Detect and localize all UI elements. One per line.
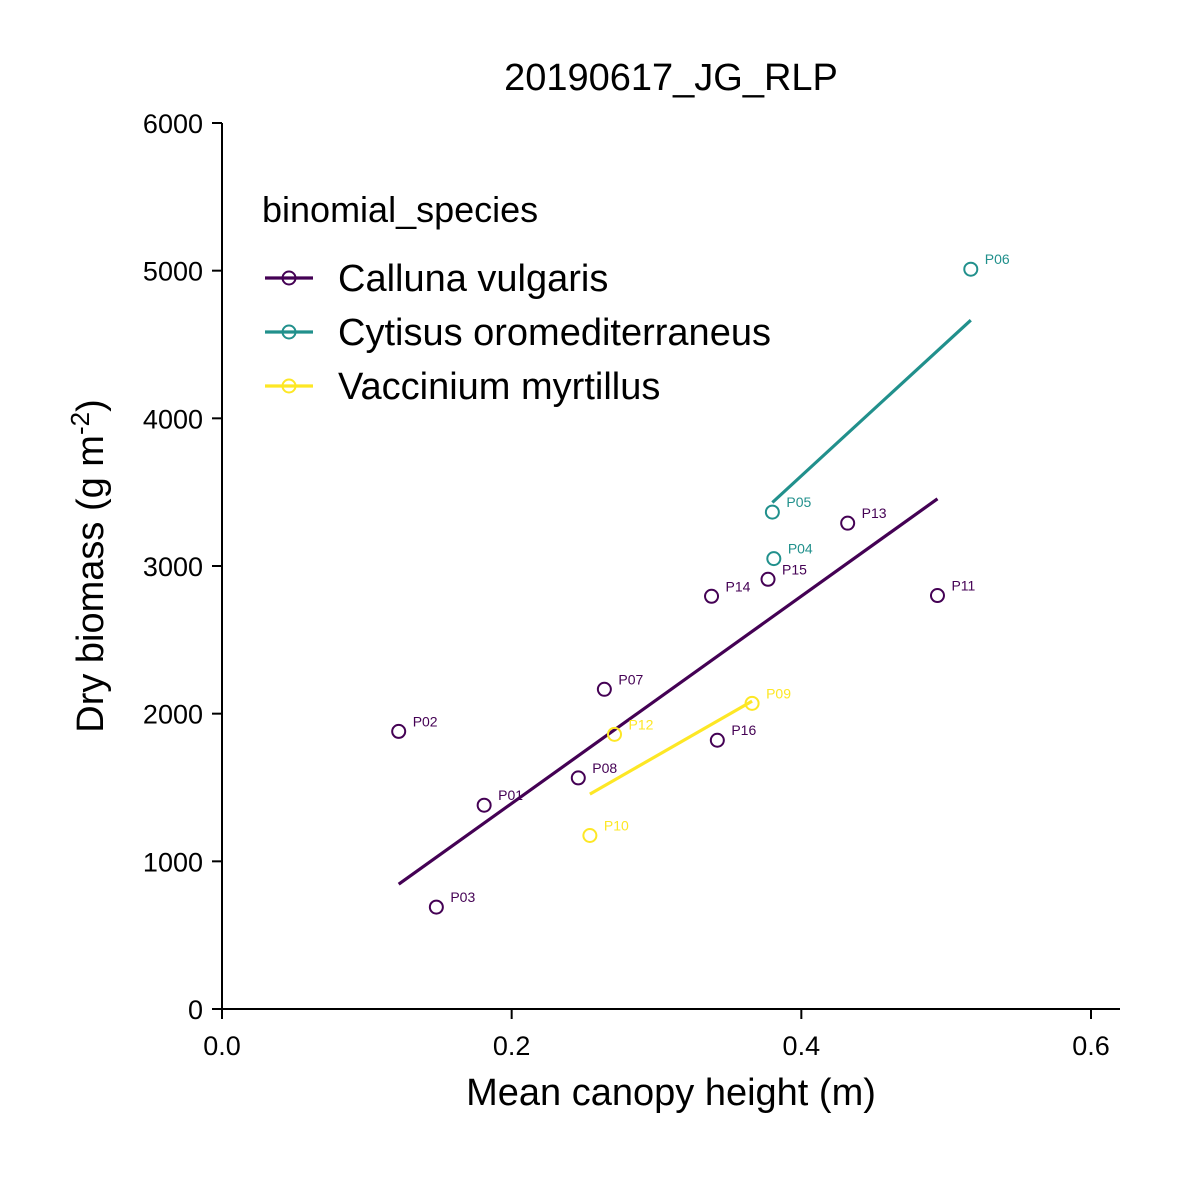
x-tick-label: 0.0 xyxy=(203,1031,241,1061)
legend-item-vaccinium-myrtillus: Vaccinium myrtillus xyxy=(265,366,660,408)
point-label-p15: P15 xyxy=(782,561,807,577)
point-p01 xyxy=(476,797,492,813)
point-p14 xyxy=(704,588,720,604)
y-axis: 0 1000 2000 3000 4000 5000 6000 xyxy=(143,109,223,1025)
point-label-p13: P13 xyxy=(862,505,887,521)
point-label-p05: P05 xyxy=(786,494,811,510)
point-p13 xyxy=(840,515,856,531)
y-ticks: 0 1000 2000 3000 4000 5000 6000 xyxy=(143,109,222,1025)
x-axis: 0.0 0.2 0.4 0.6 xyxy=(203,1008,1120,1061)
legend-title: binomial_species xyxy=(262,189,538,230)
fit-line-vaccinium-myrtillus xyxy=(589,699,753,796)
point-label-p02: P02 xyxy=(413,713,438,729)
fit-lines xyxy=(397,318,972,886)
point-p04 xyxy=(766,551,782,567)
y-axis-title: Dry biomass (g m-2) xyxy=(65,399,112,733)
point-p02 xyxy=(391,723,407,739)
y-axis-title-main: Dry biomass (g m xyxy=(70,435,112,733)
point-p03 xyxy=(428,899,444,915)
point-p06 xyxy=(963,261,979,277)
point-p15 xyxy=(760,571,776,587)
legend-item-calluna-vulgaris: Calluna vulgaris xyxy=(265,258,608,300)
legend-key-point xyxy=(281,270,297,286)
point-label-p04: P04 xyxy=(788,541,813,557)
point-label-p16: P16 xyxy=(731,722,756,738)
legend-label: Vaccinium myrtillus xyxy=(338,366,660,408)
point-labels: P01 P02 P03 P07 P08 P11 P13 P14 P15 P16 P04 P05 P06 P… xyxy=(413,251,1010,905)
point-p08 xyxy=(570,770,586,786)
x-axis-title: Mean canopy height (m) xyxy=(466,1072,876,1114)
point-p12 xyxy=(606,726,622,742)
y-axis-title-close: ) xyxy=(70,399,112,412)
y-tick-label: 0 xyxy=(188,995,203,1025)
legend-label: Calluna vulgaris xyxy=(338,258,608,300)
point-label-p12: P12 xyxy=(628,716,653,732)
point-label-p10: P10 xyxy=(604,817,629,833)
y-tick-label: 1000 xyxy=(143,847,203,877)
y-tick-label: 3000 xyxy=(143,552,203,582)
point-p05 xyxy=(764,504,780,520)
y-axis-title-superscript: -2 xyxy=(65,412,95,435)
point-p07 xyxy=(596,681,612,697)
x-tick-label: 0.6 xyxy=(1072,1031,1110,1061)
point-label-p07: P07 xyxy=(618,671,643,687)
y-tick-label: 5000 xyxy=(143,257,203,287)
point-label-p11: P11 xyxy=(951,578,975,594)
legend-items: Calluna vulgaris Cytisus oromediterraneus… xyxy=(265,258,771,408)
fit-line-cytisus-oromediterraneus xyxy=(771,318,972,504)
point-label-p01: P01 xyxy=(498,787,523,803)
x-ticks: 0.0 0.2 0.4 0.6 xyxy=(203,1009,1110,1061)
point-p09 xyxy=(744,695,760,711)
y-tick-label: 4000 xyxy=(143,404,203,434)
point-p16 xyxy=(709,732,725,748)
point-label-p06: P06 xyxy=(985,251,1010,267)
legend-key-point xyxy=(281,378,297,394)
fit-line-calluna-vulgaris xyxy=(397,497,939,886)
legend: binomial_species Calluna vulgaris Cytisus… xyxy=(262,189,771,408)
x-tick-label: 0.4 xyxy=(783,1031,821,1061)
x-tick-label: 0.2 xyxy=(493,1031,531,1061)
point-p11 xyxy=(929,588,945,604)
points xyxy=(391,261,979,915)
legend-item-cytisus-oromediterraneus: Cytisus oromediterraneus xyxy=(265,312,771,354)
point-label-p03: P03 xyxy=(450,889,475,905)
point-p10 xyxy=(582,827,598,843)
point-label-p14: P14 xyxy=(726,578,751,594)
y-tick-label: 6000 xyxy=(143,109,203,139)
legend-label: Cytisus oromediterraneus xyxy=(338,312,771,354)
y-tick-label: 2000 xyxy=(143,700,203,730)
legend-key-point xyxy=(281,324,297,340)
point-label-p09: P09 xyxy=(766,685,791,701)
chart-title: 20190617_JG_RLP xyxy=(504,57,838,99)
point-label-p08: P08 xyxy=(592,760,617,776)
